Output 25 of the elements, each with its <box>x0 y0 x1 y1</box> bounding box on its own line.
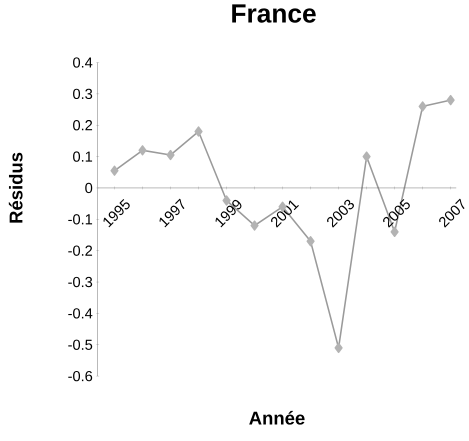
point <box>418 101 427 112</box>
point <box>138 145 147 156</box>
chart-title: France <box>232 4 316 23</box>
point <box>110 166 119 176</box>
y-tick-label: -0.4 <box>68 308 92 319</box>
y-tick-label: -0.5 <box>68 340 92 350</box>
point <box>166 150 175 160</box>
point <box>194 126 203 137</box>
point <box>362 152 371 162</box>
point <box>250 220 259 231</box>
y-tick-label: 0.4 <box>73 58 92 68</box>
y-tick-label: -0.3 <box>68 277 92 288</box>
y-tick-label: 0 <box>85 182 92 194</box>
y-tick-label: -0.6 <box>68 371 92 382</box>
y-tick-label: 0.2 <box>73 120 92 131</box>
y-tick-label: 0.3 <box>73 88 92 100</box>
y-tick-label: -0.1 <box>68 214 92 225</box>
x-axis-title: Année <box>249 411 305 425</box>
y-tick-label: 0.1 <box>73 152 92 162</box>
point <box>334 342 343 354</box>
y-axis-title: Résidus <box>8 152 23 223</box>
point <box>306 236 315 247</box>
point <box>446 95 455 106</box>
y-tick-label: -0.2 <box>68 246 92 256</box>
point <box>390 226 399 238</box>
